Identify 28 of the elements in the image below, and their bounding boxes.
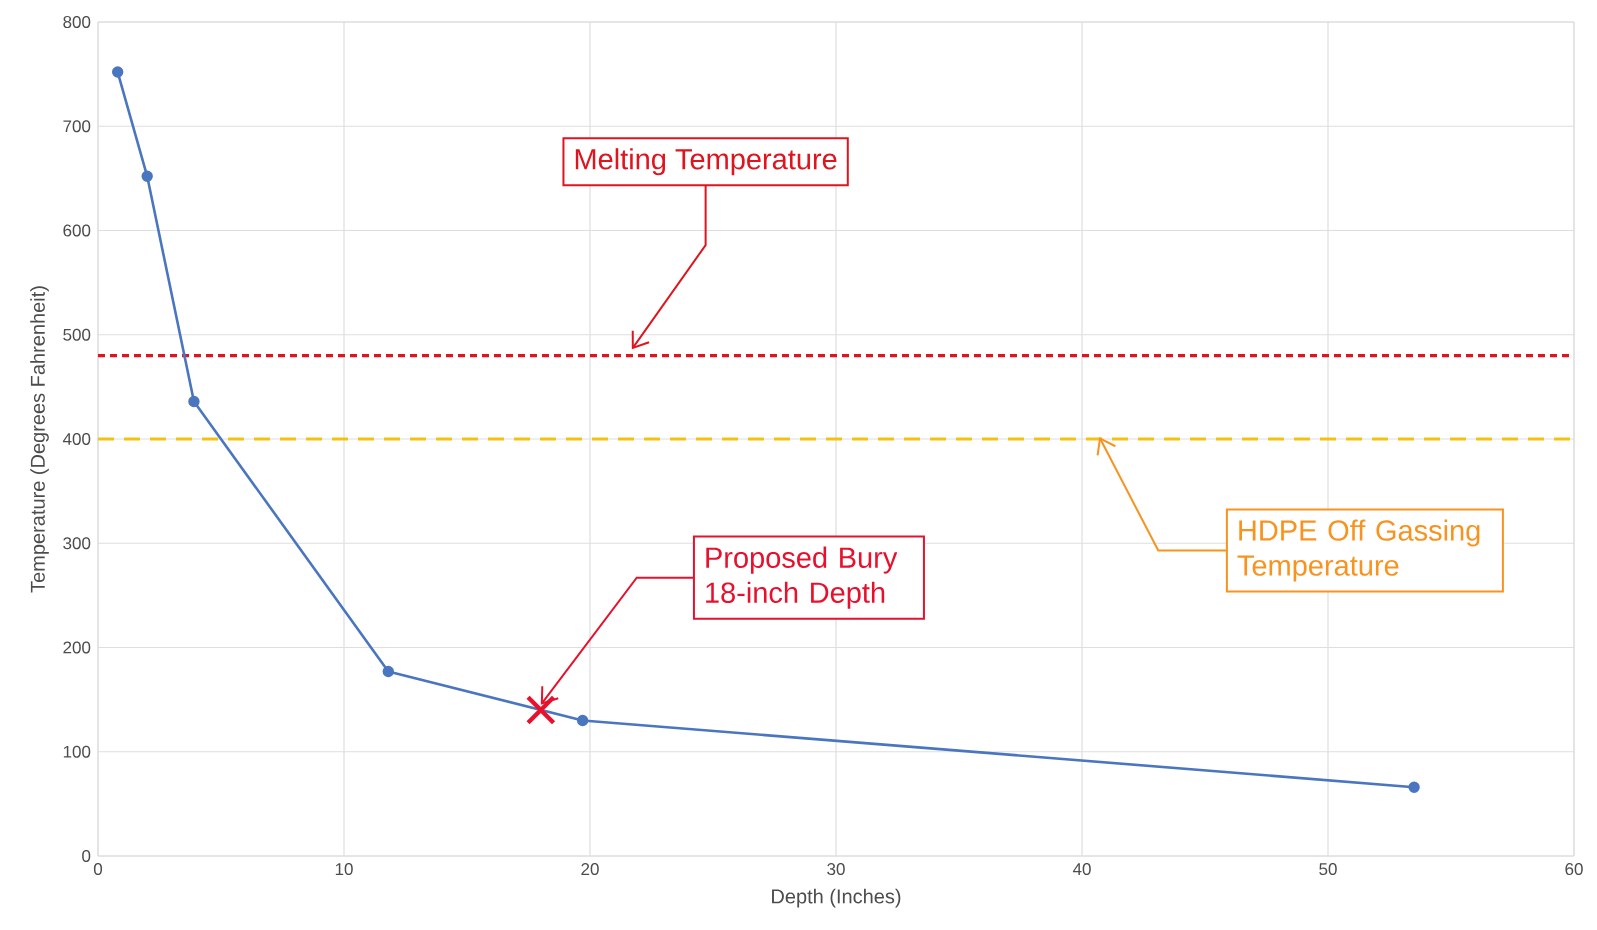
y-tick-label: 100 xyxy=(63,745,91,758)
y-tick-label: 600 xyxy=(63,224,91,237)
y-tick-label: 0 xyxy=(82,849,91,862)
point xyxy=(525,695,556,725)
ref-line-label: HDPE Off Gassing Temperature xyxy=(1237,519,1480,582)
point xyxy=(576,714,589,727)
x-tick-label: 20 xyxy=(581,863,599,876)
point xyxy=(188,395,200,408)
x-axis-title: Depth (Inches) xyxy=(772,888,901,908)
annotation: Proposed Bury 18-inch Depth xyxy=(706,546,898,609)
y-tick-label: 400 xyxy=(62,432,91,445)
x-tick-label: 40 xyxy=(1072,863,1091,876)
y-tick-label: 200 xyxy=(63,641,91,654)
y-tick-label: 800 xyxy=(63,16,91,29)
y-tick-label: 500 xyxy=(63,328,91,341)
y-tick-label: 700 xyxy=(63,120,91,133)
point xyxy=(141,170,153,182)
point xyxy=(382,665,394,678)
point xyxy=(111,66,124,78)
y-axis-title: Temperature (Degrees Fahrenheit) xyxy=(30,286,49,593)
y-tick-label: 300 xyxy=(63,537,91,550)
x-tick-label: 50 xyxy=(1319,863,1337,876)
x-tick-label: 10 xyxy=(335,863,353,876)
ref-line-label: Melting Temperature xyxy=(575,148,837,176)
point xyxy=(1408,781,1420,793)
x-tick-label: 30 xyxy=(827,863,845,876)
x-tick-label: 60 xyxy=(1565,863,1583,876)
x-tick-label: 0 xyxy=(93,863,103,876)
